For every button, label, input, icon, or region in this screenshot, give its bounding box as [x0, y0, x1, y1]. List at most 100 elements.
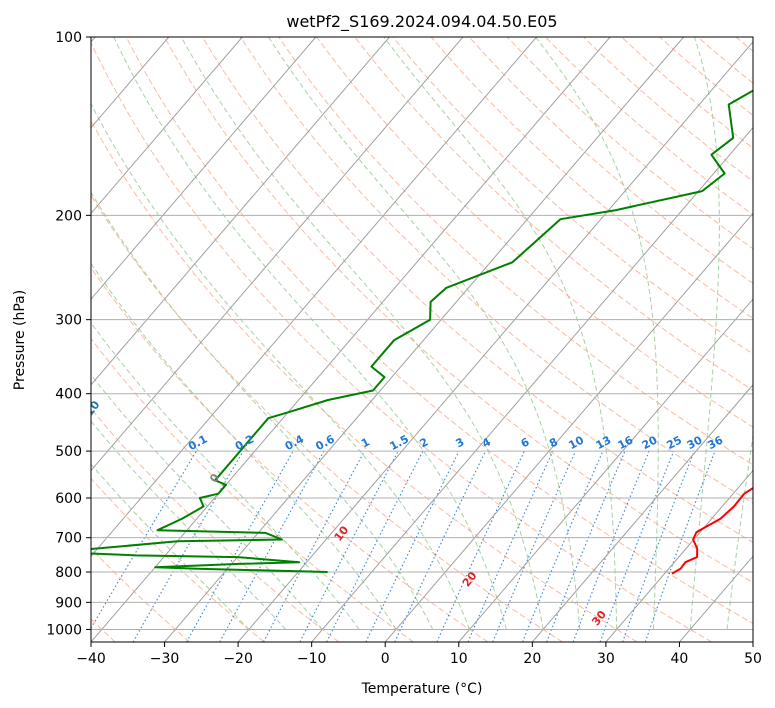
moist-adiabat	[180, 37, 544, 630]
pressure-gridlines	[91, 37, 753, 630]
dry-adiabat	[392, 37, 753, 355]
mixing-ratio-label: 3	[454, 435, 467, 450]
mixing-ratio-label: 10	[566, 433, 586, 452]
plot-frame	[90, 36, 754, 643]
moist-adiabat	[91, 262, 397, 630]
isotherm	[458, 298, 753, 642]
chart-title: wetPf2_S169.2024.094.04.50.E05	[286, 12, 557, 32]
dry-adiabat	[91, 194, 563, 642]
isotherm	[237, 41, 753, 642]
mixing-ratio-line	[622, 450, 695, 642]
temperature-profile-line	[671, 486, 753, 575]
mixing-ratio-label: 0.4	[283, 432, 307, 453]
dry-adiabat	[468, 37, 753, 284]
x-tick-label: −10	[297, 651, 327, 667]
x-tick-label: 30	[597, 651, 615, 667]
isotherm	[91, 37, 611, 642]
x-axis-label: Temperature (°C)	[361, 681, 483, 697]
dry-adiabat	[163, 37, 753, 583]
x-tick-label: −40	[76, 651, 106, 667]
isotherms	[91, 37, 753, 642]
moist-adiabats	[91, 37, 753, 630]
dry-adiabat	[91, 119, 638, 642]
mixing-ratio-label: 13	[594, 433, 614, 452]
isotherm	[91, 37, 537, 558]
mixing-ratio-label: 30	[685, 433, 705, 452]
mixing-ratio-line	[599, 450, 675, 642]
dry-adiabat	[91, 407, 340, 642]
mixing-ratio-line	[365, 450, 460, 642]
mixing-ratio-line	[436, 450, 525, 642]
moist-adiabat	[91, 191, 434, 630]
y-tick-label: 300	[55, 313, 82, 329]
y-axis-label: Pressure (hPa)	[12, 290, 28, 390]
x-tick-label: −20	[223, 651, 253, 667]
mixing-ratio-line	[572, 450, 650, 642]
mixing-ratio-label: 0.6	[313, 432, 337, 453]
dry-adiabat	[278, 37, 753, 466]
x-tick-label: 40	[671, 651, 689, 667]
y-tick-label: 700	[55, 531, 82, 547]
isotherm	[91, 37, 464, 472]
dewpoint-profile-line	[91, 89, 753, 573]
moist-adiabat	[113, 37, 507, 630]
profile-series	[91, 89, 753, 575]
y-tick-label: 100	[55, 30, 82, 46]
dry-adiabat-label: 30	[589, 608, 609, 628]
y-tick-label: 500	[55, 444, 82, 460]
mixing-ratio-line	[394, 450, 487, 642]
dry-adiabat	[91, 477, 265, 642]
isotherm	[91, 37, 317, 300]
line-labels: 0.10.20.40.611.52346810131620253036-100-…	[91, 398, 740, 662]
mixing-ratio-label: 16	[616, 433, 636, 452]
dry-adiabat	[430, 37, 753, 319]
mixing-ratio-line	[132, 450, 244, 642]
mixing-ratio-line	[467, 450, 554, 642]
mixing-ratio-line	[546, 450, 626, 642]
isotherm	[605, 469, 753, 642]
y-tick-label: 900	[55, 595, 82, 611]
y-tick-label: 400	[55, 387, 82, 403]
axes: −40 −30 −20 −10 0 10 20 30 40 5010020030040050060…	[46, 30, 762, 667]
mixing-ratio-line	[299, 450, 399, 642]
x-tick-label: −30	[150, 651, 180, 667]
moist-adiabat	[91, 420, 287, 630]
moist-adiabat	[383, 37, 618, 630]
dry-adiabats	[91, 37, 753, 642]
moist-adiabat	[91, 102, 470, 630]
moist-adiabat	[268, 37, 581, 630]
dry-adiabat	[125, 37, 753, 624]
x-tick-label: 50	[744, 651, 762, 667]
x-tick-label: 20	[523, 651, 541, 667]
mixing-ratio-line	[644, 450, 716, 642]
dry-adiabat	[240, 37, 753, 504]
dry-adiabat-label: 40	[720, 642, 740, 662]
dry-adiabat	[91, 41, 713, 642]
isotherm	[752, 641, 753, 642]
isotherm	[91, 37, 390, 386]
dry-adiabat	[735, 37, 753, 52]
isotherm	[384, 212, 753, 642]
mixing-ratio-label: 6	[519, 435, 532, 450]
dry-adiabat	[91, 337, 414, 642]
plot-area: 0.10.20.40.611.52346810131620253036-100-…	[91, 37, 753, 662]
dry-adiabat	[545, 37, 753, 216]
y-tick-label: 600	[55, 491, 82, 507]
mixing-ratio-label: 4	[480, 435, 493, 450]
dry-adiabat	[506, 37, 753, 250]
y-tick-label: 800	[55, 565, 82, 581]
mixing-ratio-label: 2	[418, 435, 431, 450]
isotherm	[311, 126, 753, 642]
dry-adiabat	[202, 37, 753, 543]
mixing-ratio-label: 1.5	[388, 432, 411, 453]
y-tick-label: 1000	[46, 622, 82, 638]
mixing-ratio-line	[492, 450, 577, 642]
mixing-ratio-line	[326, 450, 424, 642]
x-tick-label: 0	[381, 651, 390, 667]
dry-adiabat	[91, 266, 489, 642]
mixing-ratio-line	[219, 450, 325, 642]
mixing-ratio-line	[521, 450, 604, 642]
mixing-ratio-label: 36	[706, 433, 726, 452]
dry-adiabat-label: 10	[332, 523, 352, 543]
